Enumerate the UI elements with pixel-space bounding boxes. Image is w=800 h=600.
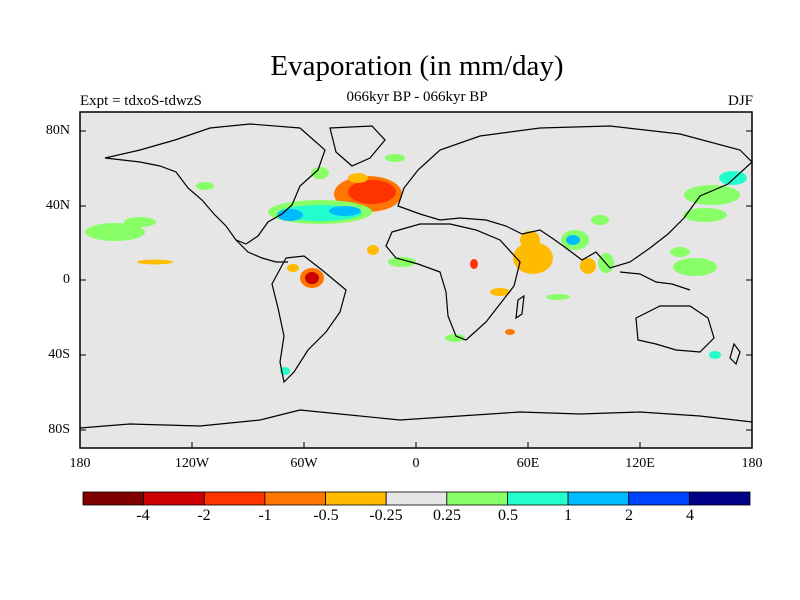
anomaly-patch [683, 208, 727, 222]
anomaly-patch [470, 259, 478, 269]
anomaly-patch [566, 235, 580, 245]
coastline-central-america [235, 239, 288, 263]
anomaly-patch [719, 171, 747, 185]
anomaly-patch [591, 215, 609, 225]
lat-label: 80N [45, 123, 70, 138]
coastline-north-america [104, 123, 326, 245]
colorbar-swatch [688, 491, 751, 506]
map-subtitle: 066kyr BP - 066kyr BP [346, 89, 488, 105]
lon-label: 60W [290, 456, 318, 471]
colorbar-label: -1 [258, 507, 272, 524]
axis-ticks [80, 130, 752, 448]
anomaly-patch [196, 182, 214, 190]
colorbar-label: 4 [686, 507, 694, 524]
experiment-label: Expt = tdxoS-tdwzS [80, 93, 202, 109]
anomaly-patch [367, 245, 379, 255]
anomaly-patch [385, 154, 405, 162]
colorbar-swatch [507, 491, 569, 506]
anomaly-patch [348, 173, 368, 183]
lon-label: 180 [741, 456, 763, 471]
colorbar-swatch [325, 491, 387, 506]
anomaly-patch [580, 258, 596, 274]
anomaly-patch [490, 288, 510, 296]
anomaly-patch [124, 217, 156, 227]
anomaly-patch [513, 242, 553, 274]
map-title: Evaporation (in mm/day) [270, 50, 564, 82]
anomaly-patch [287, 264, 299, 272]
lon-label: 180 [69, 456, 91, 471]
anomaly-patch [670, 247, 690, 257]
anomaly-patch [311, 167, 329, 179]
coastline-greenland [329, 125, 386, 167]
colorbar-swatch [82, 491, 145, 506]
colorbar-label: -4 [136, 507, 150, 524]
anomaly-patch [137, 259, 173, 265]
colorbar-label: -0.5 [313, 507, 339, 524]
coastline-new-zealand [729, 342, 741, 366]
coastline-eurasia [397, 125, 753, 269]
anomaly-patches [85, 154, 747, 375]
anomaly-patch [388, 257, 416, 267]
coastline-south-america [271, 255, 347, 384]
coastline-maritime-asia [619, 271, 691, 291]
coastline-africa [385, 223, 521, 341]
anomaly-patch [684, 185, 740, 205]
colorbar-swatch [385, 491, 448, 506]
colorbar-swatch [567, 491, 630, 506]
coastline-australia [635, 305, 715, 353]
anomaly-patch [520, 231, 540, 249]
lon-label: 120W [174, 456, 210, 471]
season-label: DJF [727, 93, 753, 109]
lon-label: 120E [625, 456, 655, 471]
colorbar-label: 0.25 [433, 507, 461, 524]
lat-label: 80S [48, 422, 70, 437]
coastlines [79, 123, 753, 429]
anomaly-patch [305, 272, 319, 284]
lat-label: 0 [63, 272, 70, 287]
colorbar-swatch [446, 491, 508, 506]
colorbar-swatch [203, 491, 266, 506]
anomaly-patch [348, 180, 396, 204]
colorbar-label: -0.25 [369, 507, 403, 524]
anomaly-patch [85, 223, 145, 241]
anomaly-patch [546, 294, 570, 300]
lat-label: 40S [48, 347, 70, 362]
colorbar-label: 1 [564, 507, 572, 524]
anomaly-patch [709, 351, 721, 359]
lon-label: 60E [516, 456, 540, 471]
anomaly-patch [445, 334, 465, 342]
colorbar-swatch [143, 491, 205, 506]
anomaly-patch [505, 329, 515, 335]
colorbar-label: 0.5 [498, 507, 518, 524]
colorbar-label: 2 [625, 507, 633, 524]
colorbar-label: -2 [197, 507, 211, 524]
anomaly-patch [673, 258, 717, 276]
lat-label: 40N [45, 198, 70, 213]
anomaly-patch [329, 206, 361, 216]
coastline-antarctica [79, 409, 753, 429]
colorbar-swatch [628, 491, 690, 506]
colorbar [82, 491, 751, 506]
coastline-madagascar [515, 294, 525, 320]
colorbar-swatch [264, 491, 326, 506]
lon-label: 0 [412, 456, 420, 471]
